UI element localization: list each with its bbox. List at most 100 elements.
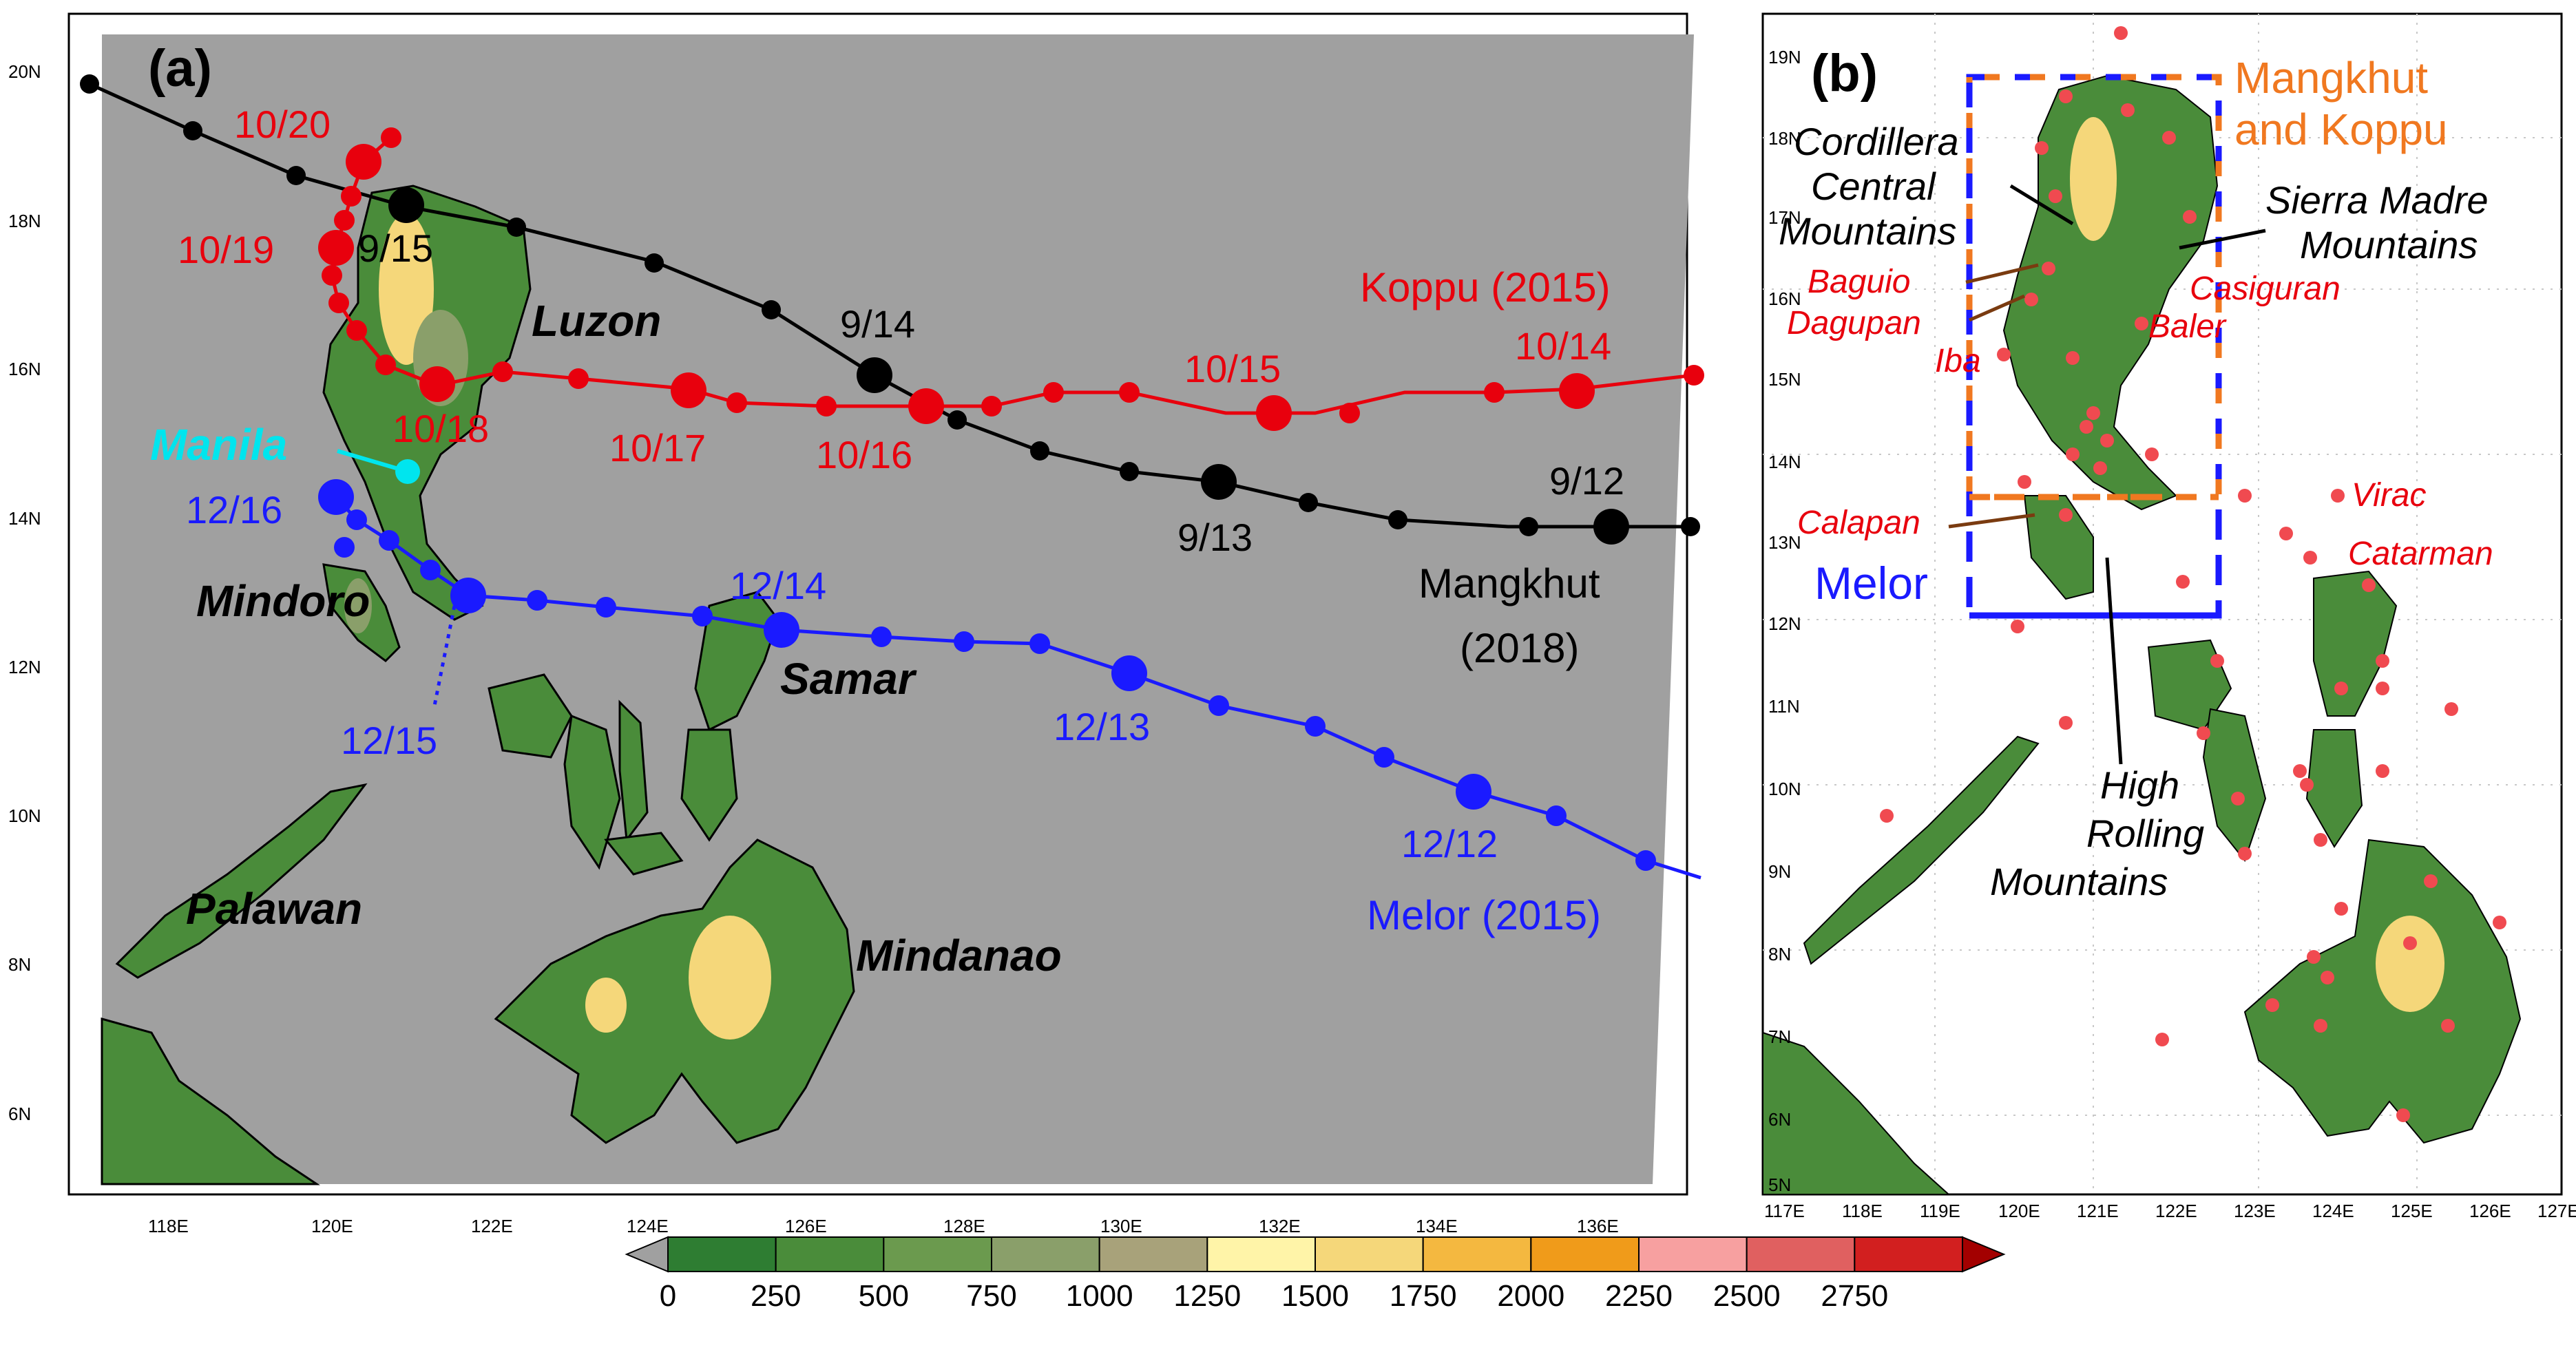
lon-tick: 124E: [2312, 1201, 2354, 1221]
track-point: [1208, 695, 1229, 716]
mindoro-label: Mindoro: [196, 576, 370, 626]
track-point-daily: [908, 388, 944, 424]
station-dot: [2331, 489, 2345, 503]
colorbar-tick-label: 750: [966, 1279, 1016, 1313]
station-dot: [2321, 971, 2334, 984]
lat-tick: 12N: [1768, 613, 1801, 634]
high-rolling-pointer: [2105, 557, 2123, 765]
station-dot: [2155, 1033, 2169, 1046]
cebu-land: [618, 699, 649, 843]
lat-tick: 8N: [1768, 944, 1791, 964]
land-masses: [101, 184, 855, 1185]
track-point-daily: [1201, 464, 1237, 500]
lat-tick: 20N: [8, 61, 41, 82]
station-dot: [2293, 764, 2307, 778]
station-dot: [2303, 551, 2317, 565]
track-point: [1305, 716, 1326, 737]
track-point: [379, 530, 399, 551]
station-dot: [2210, 654, 2224, 668]
station-dot: [2183, 210, 2197, 224]
lon-tick: 121E: [2077, 1201, 2119, 1221]
colorbar-tick-label: 2000: [1497, 1279, 1564, 1313]
mountain-label: Sierra Madre: [2265, 178, 2489, 222]
bohol-land: [604, 832, 684, 876]
station-dot: [2231, 792, 2245, 805]
track-point-daily: [318, 230, 354, 266]
station-dot: [2314, 833, 2327, 847]
track-point: [492, 361, 513, 382]
station-dot: [2086, 406, 2100, 420]
station-dot: [2121, 103, 2135, 117]
station-dot: [2049, 189, 2062, 203]
station-dot: [2334, 682, 2348, 695]
station-dot: [2024, 293, 2038, 306]
leyte-land: [680, 728, 738, 842]
box-label-mangkhut: Mangkhut: [2234, 53, 2428, 103]
track-point: [375, 355, 396, 375]
station-label: Calapan: [1797, 505, 1920, 541]
mountain-label: High: [2100, 763, 2179, 807]
track-point: [322, 265, 342, 286]
mangkhut-date: 9/15: [358, 226, 433, 270]
track-point-daily: [450, 578, 486, 613]
track-point-daily: [857, 357, 892, 393]
station-dot: [2066, 351, 2080, 365]
melor-landfall-pointer: [432, 605, 457, 710]
mangkhut-track: 9/15 9/14 9/13 9/12 Mangkhut (2018): [80, 74, 1700, 671]
track-point: [1374, 747, 1394, 768]
colorbar-segment: [883, 1236, 993, 1272]
luzon-land: [322, 184, 532, 621]
panel-b-map: 19N 18N 17N 16N 15N 14N 13N 12N 11N 10N …: [1761, 12, 2576, 1221]
track-point: [1120, 462, 1139, 481]
colorbar-tick-label: 0: [660, 1279, 676, 1313]
station-dot: [2403, 936, 2417, 950]
station-dot: [2114, 26, 2128, 40]
track-point: [1681, 517, 1700, 536]
station-dot: [2145, 447, 2159, 461]
track-point: [346, 320, 367, 341]
mangkhut-name: Mangkhut: [1418, 560, 1600, 607]
palawan-land: [115, 783, 368, 979]
track-point: [1546, 805, 1567, 826]
lat-tick: 19N: [1768, 47, 1801, 67]
station-dot: [2018, 475, 2031, 489]
mindanao-terrain: [689, 916, 771, 1040]
track-point: [816, 396, 837, 416]
track-point: [1388, 510, 1407, 529]
station-dot: [2066, 447, 2080, 461]
track-point-daily: [1256, 395, 1292, 431]
lon-tick: 127E: [2537, 1201, 2576, 1221]
lon-tick: 122E: [2155, 1201, 2197, 1221]
lon-tick: 119E: [1920, 1201, 1960, 1221]
lat-tick: 13N: [1768, 532, 1801, 553]
samar-land: [2313, 570, 2398, 717]
palawan-label: Palawan: [186, 884, 362, 934]
track-point: [762, 300, 781, 319]
mangkhut-koppu-box: [1966, 74, 2222, 500]
lon-tick: 123E: [2234, 1201, 2276, 1221]
track-point: [692, 606, 713, 626]
track-point: [1299, 493, 1318, 512]
colorbar-tick-label: 2250: [1605, 1279, 1673, 1313]
mangkhut-date: 9/14: [840, 302, 915, 346]
track-point: [420, 560, 441, 580]
track-point-daily: [1593, 509, 1629, 545]
lon-tick: 124E: [627, 1216, 669, 1236]
lon-tick: 120E: [1998, 1201, 2040, 1221]
track-point: [286, 166, 306, 185]
mountain-label: Cordillera: [1794, 120, 1959, 163]
colorbar-segment: [775, 1236, 885, 1272]
track-point: [1030, 441, 1049, 461]
track-point: [183, 121, 202, 140]
panel-a-lat-axis: 20N 18N 16N 14N 12N 10N 8N 6N: [8, 61, 41, 1124]
borneo-land: [101, 1017, 320, 1185]
lon-tick: 136E: [1577, 1216, 1619, 1236]
mindanao-terrain: [2376, 916, 2444, 1012]
lat-tick: 10N: [8, 805, 41, 826]
manila-label: Manila: [150, 420, 287, 470]
lat-tick: 14N: [8, 508, 41, 529]
lon-tick: 120E: [311, 1216, 353, 1236]
track-point-daily: [671, 372, 706, 408]
mountain-label: Mountains: [1990, 860, 2168, 903]
